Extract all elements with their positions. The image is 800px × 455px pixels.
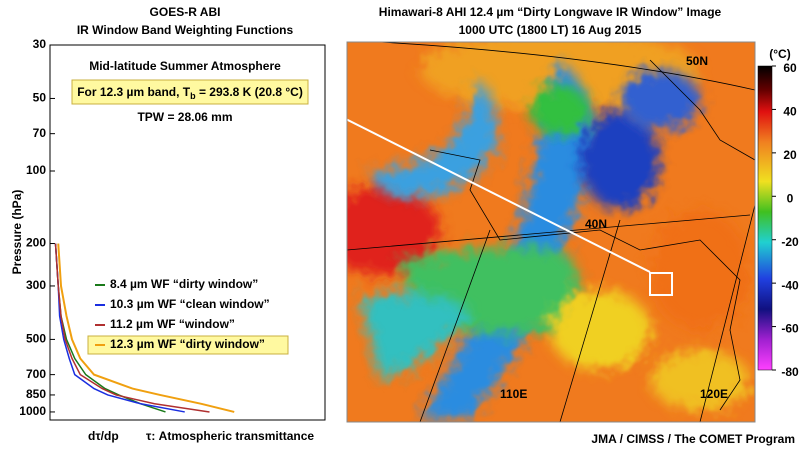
callout-box (71, 79, 309, 105)
annotation: TPW = 28.06 mm (137, 110, 232, 124)
colorbar-tick-label: 60 (783, 61, 797, 75)
colorbar-unit: (°C) (769, 47, 790, 61)
annotation: = 293.8 K (20.8 °C) (196, 85, 303, 99)
colorbar-tick-label: 40 (783, 105, 797, 119)
y-tick-label: 50 (33, 91, 47, 105)
map-label: 40N (585, 217, 607, 231)
annotation: Mid-latitude Summer Atmosphere (89, 59, 281, 73)
image-title: Himawari-8 AHI 12.4 µm “Dirty Longwave I… (379, 5, 722, 19)
y-tick-label: 1000 (19, 404, 46, 418)
legend-label: 12.3 µm WF “dirty window” (110, 337, 265, 351)
y-tick-label: 300 (26, 278, 46, 292)
map-label: 110E (500, 387, 527, 401)
map-label: 50N (686, 54, 708, 68)
y-tick-label: 100 (26, 163, 46, 177)
image-frame (346, 41, 756, 423)
y-tick-label: 30 (33, 37, 47, 51)
colorbar-tick-label: 0 (787, 191, 794, 205)
chart-title: GOES-R ABI (150, 5, 221, 19)
colorbar (757, 65, 773, 371)
legend-highlight (87, 335, 289, 355)
image-title: 1000 UTC (1800 LT) 16 Aug 2015 (459, 23, 642, 37)
credit: JMA / CIMSS / The COMET Program (591, 432, 795, 446)
annotation: For 12.3 µm band, T (77, 85, 191, 99)
series-line (57, 243, 235, 413)
colorbar-tick-label: -60 (781, 322, 799, 336)
legend-label: 10.3 µm WF “clean window” (110, 297, 270, 311)
series-line (54, 243, 210, 413)
y-tick-label: 700 (26, 367, 46, 381)
map-label: 120E (700, 387, 728, 401)
chart-title: IR Window Band Weighting Functions (77, 23, 294, 37)
x-axis-label: dτ/dp (88, 429, 119, 443)
y-tick-label: 500 (26, 332, 46, 346)
annotation: b (190, 91, 196, 101)
y-tick-label: 200 (26, 236, 46, 250)
colorbar-tick-label: 20 (783, 148, 797, 162)
legend-label: 8.4 µm WF “dirty window” (110, 277, 258, 291)
y-tick-label: 70 (33, 126, 47, 140)
y-axis-label: Pressure (hPa) (10, 190, 24, 275)
x-axis-note: τ: Atmospheric transmittance (146, 429, 314, 443)
y-tick-label: 850 (26, 387, 46, 401)
colorbar-tick-label: -80 (781, 365, 799, 379)
legend-label: 11.2 µm WF “window” (110, 317, 235, 331)
annotation: For 12.3 µm band, Tb = 293.8 K (20.8 °C) (77, 85, 303, 101)
colorbar-tick-label: -20 (781, 235, 799, 249)
satellite-image (347, 42, 755, 422)
colorbar-tick-label: -40 (781, 278, 799, 292)
plot-frame (49, 44, 326, 421)
